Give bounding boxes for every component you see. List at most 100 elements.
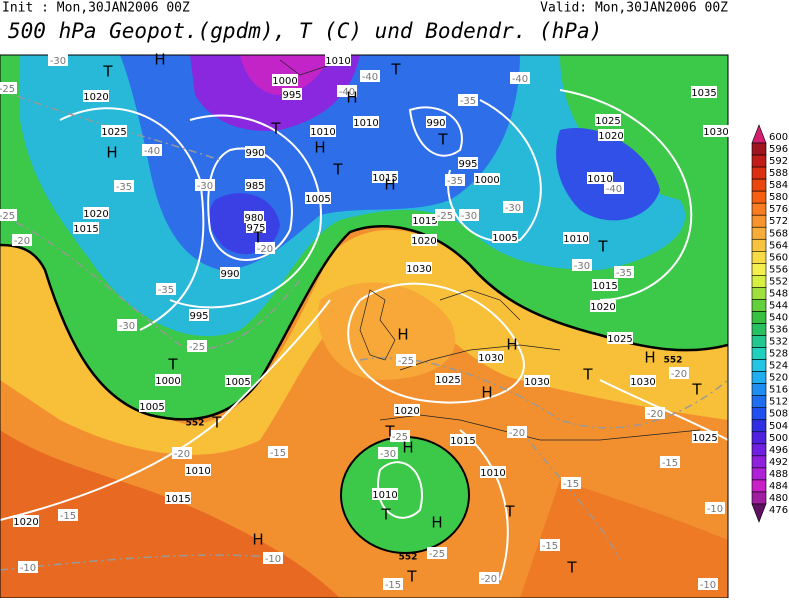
isobar-label: 1015	[165, 494, 190, 505]
pressure-center: T	[384, 423, 395, 441]
isotherm-label: -20	[257, 244, 273, 255]
colorbar-segment	[751, 443, 767, 457]
colorbar-tick-label: 528	[769, 349, 788, 360]
colorbar-segment	[751, 395, 767, 409]
colorbar-cap-top	[751, 124, 767, 144]
isotherm-label: -30	[119, 321, 135, 332]
colorbar-tick-label: 568	[769, 228, 788, 239]
isotherm-label: -20	[481, 574, 497, 585]
isotherm-label: -40	[339, 87, 355, 98]
pressure-center: T	[167, 356, 178, 374]
isotherm-label: -20	[174, 449, 190, 460]
isobar-label: 1005	[305, 194, 330, 205]
isobar-label-box	[165, 492, 191, 504]
isobar-label-box	[411, 234, 437, 246]
colorbar-tick-label: 504	[769, 421, 788, 432]
colorbar-segment	[751, 467, 767, 481]
isobar-label-box	[73, 222, 99, 234]
isobar-label-box	[13, 515, 39, 527]
pressure-center: H	[506, 336, 517, 354]
isotherm-label: -15	[60, 511, 76, 522]
colorbar-tick-label: 592	[769, 156, 788, 167]
isobar-label: 1010	[563, 234, 588, 245]
isobar-label: 985	[245, 181, 264, 192]
isobar-label: 1010	[587, 174, 612, 185]
pressure-center: T	[504, 503, 515, 521]
colorbar-segment	[751, 479, 767, 493]
colorbar-segment	[751, 202, 767, 216]
isobar-label: 1030	[630, 377, 655, 388]
pressure-center: T	[270, 120, 281, 138]
colorbar-segment	[751, 359, 767, 372]
colorbar-tick-label: 596	[769, 144, 788, 155]
isobar-label: 990	[426, 118, 445, 129]
isobar-label: 990	[220, 269, 239, 280]
isobar-label-box	[353, 116, 379, 128]
isotherm-label-box	[459, 209, 479, 221]
colorbar-tick-label: 600	[769, 132, 788, 143]
isobar-label: 1000	[272, 76, 297, 87]
colorbar-tick-label: 580	[769, 192, 788, 203]
isobar-label-box	[598, 129, 624, 141]
isobar-label: 995	[458, 159, 477, 170]
colorbar-cap-bottom	[751, 503, 767, 523]
isotherm-label: -25	[0, 84, 15, 95]
isotherm-label: -25	[0, 211, 15, 222]
isotherm-label-box	[263, 552, 283, 564]
colorbar-segment	[751, 407, 767, 421]
isotherm-label-box	[561, 477, 581, 489]
isotherm-label-box	[614, 266, 634, 278]
colorbar-segment	[751, 311, 767, 324]
colorbar-tick-label: 544	[769, 300, 788, 311]
isobar-label-box	[272, 74, 298, 86]
isotherm-label-box	[114, 180, 134, 192]
colorbar-segment	[751, 190, 767, 204]
isobar-label-box	[246, 221, 266, 233]
pressure-center: H	[384, 176, 395, 194]
isobar-label-box	[139, 400, 165, 412]
isobar-label-box	[245, 179, 265, 191]
colorbar-tick-label: 584	[769, 180, 788, 191]
colorbar-tick-label: 572	[769, 216, 788, 227]
isobar-label-box	[325, 54, 351, 66]
colorbar-segment	[751, 178, 767, 192]
isobar-label: 1020	[83, 92, 108, 103]
isotherm-label: -30	[505, 203, 521, 214]
isobar-label-box	[480, 466, 506, 478]
colorbar-tick-label: 488	[769, 469, 788, 480]
pressure-center: T	[252, 229, 263, 247]
isobar-label: 995	[282, 90, 301, 101]
isotherm-label-box	[669, 367, 689, 379]
isobar-label-box	[185, 464, 211, 476]
isobar-label-box	[282, 88, 302, 100]
isobar-label: 1010	[480, 468, 505, 479]
isobar-label: 975	[246, 223, 265, 234]
valid-time: Valid: Mon,30JAN2006 00Z	[540, 1, 728, 16]
isotherm-label: -30	[574, 261, 590, 272]
colorbar-segment	[751, 166, 767, 180]
isobar-label: 1010	[372, 490, 397, 501]
isotherm-label-box	[268, 446, 288, 458]
isotherm-label-box	[645, 407, 665, 419]
isobar-label-box	[245, 146, 265, 158]
isobar-label-box	[492, 231, 518, 243]
isotherm-label-box	[660, 456, 680, 468]
isobar-label-box	[101, 125, 127, 137]
isobar-label: 1000	[474, 175, 499, 186]
pressure-center: H	[397, 326, 408, 344]
colorbar-tick-label: 560	[769, 252, 788, 263]
colorbar-tick-label: 564	[769, 240, 788, 251]
isobar-label: 1010	[310, 127, 335, 138]
isobar-label: 1025	[595, 116, 620, 127]
pressure-center: T	[597, 238, 608, 256]
isobars	[0, 89, 728, 581]
isobar-label-box	[189, 309, 209, 321]
isobar-label-box	[394, 404, 420, 416]
isotherm-label-box	[572, 259, 592, 271]
isotherm-label: -10	[707, 504, 723, 515]
isobar-label: 1020	[394, 406, 419, 417]
colorbar-tick-label: 512	[769, 397, 788, 408]
map-labels: 1020 1025 1020 1015 1010 1000 995 1010 1010 990 98…	[0, 51, 729, 591]
isobar-label: 1010	[353, 118, 378, 129]
